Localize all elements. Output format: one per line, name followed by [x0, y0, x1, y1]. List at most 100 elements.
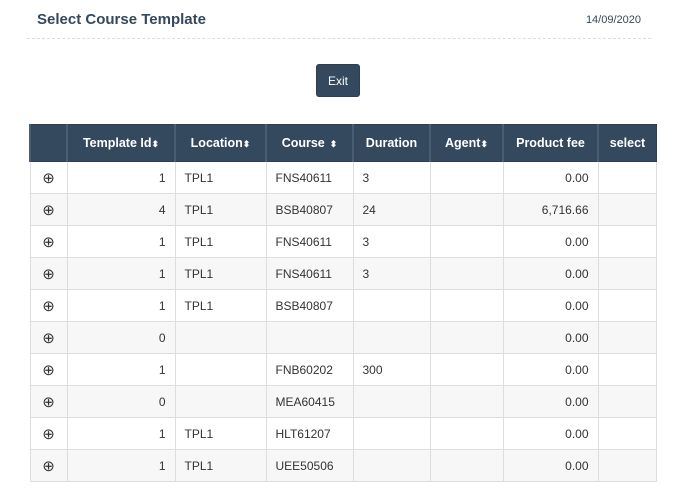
expand-row-icon[interactable]: ⊕ — [29, 417, 68, 450]
column-header[interactable]: Agent⬍ — [429, 124, 504, 162]
sort-icon[interactable]: ⬍ — [324, 139, 338, 149]
table-row: ⊕ 1 TPL1 FNS40611 3 0.00 — [29, 257, 657, 290]
cell-duration — [352, 449, 431, 482]
table-row: ⊕ 0 0.00 — [29, 321, 657, 354]
cell-course — [265, 321, 354, 354]
table-row: ⊕ 0 MEA60415 0.00 — [29, 385, 657, 418]
sort-icon[interactable]: ⬍ — [480, 139, 488, 149]
expand-row-icon[interactable]: ⊕ — [29, 161, 68, 194]
cell-location: TPL1 — [174, 161, 267, 194]
cell-agent — [429, 385, 504, 418]
table-row: ⊕ 1 TPL1 UEE50506 0.00 — [29, 449, 657, 482]
cell-template-id: 0 — [66, 385, 176, 418]
column-header: Product fee — [502, 124, 599, 162]
expand-row-icon[interactable]: ⊕ — [29, 449, 68, 482]
cell-duration: 3 — [352, 161, 431, 194]
cell-template-id: 1 — [66, 257, 176, 290]
cell-template-id: 1 — [66, 289, 176, 322]
expand-row-icon[interactable]: ⊕ — [29, 289, 68, 322]
cell-course: MEA60415 — [265, 385, 354, 418]
select-cell[interactable] — [597, 257, 657, 290]
cell-course: BSB40807 — [265, 289, 354, 322]
select-cell[interactable] — [597, 385, 657, 418]
column-label: Product fee — [516, 136, 585, 150]
cell-course: FNS40611 — [265, 225, 354, 258]
cell-product-fee: 0.00 — [502, 385, 599, 418]
column-header[interactable]: Location⬍ — [174, 124, 267, 162]
cell-agent — [429, 193, 504, 226]
column-label: Template Id — [82, 136, 152, 150]
expand-row-icon[interactable]: ⊕ — [29, 353, 68, 386]
cell-template-id: 1 — [66, 417, 176, 450]
select-cell[interactable] — [597, 353, 657, 386]
cell-agent — [429, 225, 504, 258]
expand-row-icon[interactable]: ⊕ — [29, 321, 68, 354]
cell-course: BSB40807 — [265, 193, 354, 226]
column-header[interactable]: Template Id⬍ — [66, 124, 176, 162]
cell-course: FNS40611 — [265, 161, 354, 194]
select-cell[interactable] — [597, 321, 657, 354]
cell-template-id: 1 — [66, 449, 176, 482]
cell-course: FNB60202 — [265, 353, 354, 386]
cell-product-fee: 0.00 — [502, 225, 599, 258]
cell-product-fee: 0.00 — [502, 161, 599, 194]
table-row: ⊕ 1 FNB60202 300 0.00 — [29, 353, 657, 386]
cell-agent — [429, 289, 504, 322]
cell-location — [174, 353, 267, 386]
column-label: Duration — [365, 136, 418, 150]
cell-duration: 24 — [352, 193, 431, 226]
cell-location: TPL1 — [174, 257, 267, 290]
cell-product-fee: 0.00 — [502, 353, 599, 386]
column-header — [29, 124, 68, 162]
cell-agent — [429, 321, 504, 354]
sort-icon[interactable]: ⬍ — [242, 139, 251, 149]
cell-agent — [429, 161, 504, 194]
cell-template-id: 0 — [66, 321, 176, 354]
cell-product-fee: 0.00 — [502, 449, 599, 482]
cell-course: HLT61207 — [265, 417, 354, 450]
cell-location — [174, 385, 267, 418]
column-label: Course — [281, 136, 325, 150]
cell-course: UEE50506 — [265, 449, 354, 482]
date: 14/09/2020 — [585, 14, 641, 26]
table-row: ⊕ 4 TPL1 BSB40807 24 6,716.66 — [29, 193, 657, 226]
cell-product-fee: 0.00 — [502, 257, 599, 290]
column-label: select — [609, 136, 646, 150]
cell-duration — [352, 321, 431, 354]
select-cell[interactable] — [597, 289, 657, 322]
column-label: Agent — [445, 136, 481, 150]
select-cell[interactable] — [597, 193, 657, 226]
column-header: select — [597, 124, 657, 162]
select-cell[interactable] — [597, 417, 657, 450]
column-header[interactable]: Course ⬍ — [265, 124, 354, 162]
exit-button[interactable]: Exit — [316, 64, 360, 97]
select-cell[interactable] — [597, 225, 657, 258]
template-table: Template Id⬍ Location⬍ Course ⬍ Duration Age… — [29, 124, 657, 482]
page-title: Select Course Template — [37, 11, 206, 28]
cell-agent — [429, 353, 504, 386]
expand-row-icon[interactable]: ⊕ — [29, 193, 68, 226]
cell-duration: 3 — [352, 225, 431, 258]
cell-duration: 3 — [352, 257, 431, 290]
cell-location: TPL1 — [174, 289, 267, 322]
cell-location: TPL1 — [174, 417, 267, 450]
select-cell[interactable] — [597, 449, 657, 482]
cell-duration — [352, 385, 431, 418]
select-cell[interactable] — [597, 161, 657, 194]
column-header: Duration — [352, 124, 431, 162]
expand-row-icon[interactable]: ⊕ — [29, 225, 68, 258]
cell-course: FNS40611 — [265, 257, 354, 290]
cell-location: TPL1 — [174, 225, 267, 258]
table-row: ⊕ 1 TPL1 HLT61207 0.00 — [29, 417, 657, 450]
table-row: ⊕ 1 TPL1 BSB40807 0.00 — [29, 289, 657, 322]
sort-icon[interactable]: ⬍ — [151, 139, 160, 149]
cell-product-fee: 6,716.66 — [502, 193, 599, 226]
cell-duration — [352, 417, 431, 450]
expand-row-icon[interactable]: ⊕ — [29, 385, 68, 418]
cell-location: TPL1 — [174, 193, 267, 226]
table-row: ⊕ 1 TPL1 FNS40611 3 0.00 — [29, 161, 657, 194]
cell-product-fee: 0.00 — [502, 289, 599, 322]
cell-template-id: 1 — [66, 161, 176, 194]
expand-row-icon[interactable]: ⊕ — [29, 257, 68, 290]
table-row: ⊕ 1 TPL1 FNS40611 3 0.00 — [29, 225, 657, 258]
